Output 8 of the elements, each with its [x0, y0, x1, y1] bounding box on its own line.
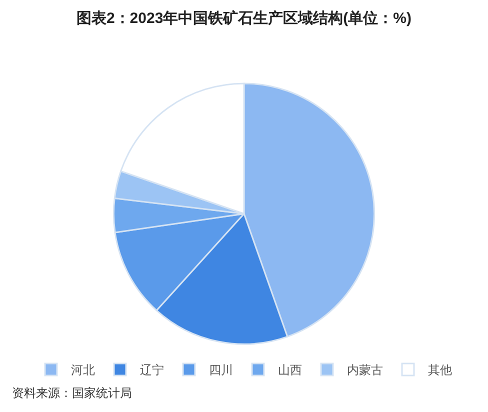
legend-label: 其他	[428, 363, 452, 378]
legend-label: 内蒙古	[347, 363, 383, 378]
text: 资料来源：国家统计局	[12, 386, 132, 400]
legend-label: 山西	[278, 363, 302, 378]
legend-label: 河北	[71, 363, 95, 378]
legend-label: 四川	[209, 363, 233, 378]
chart-title: 图表2：2023年中国铁矿石生产区域结构(单位：%)	[76, 8, 412, 27]
legend-label: 辽宁	[140, 363, 164, 378]
